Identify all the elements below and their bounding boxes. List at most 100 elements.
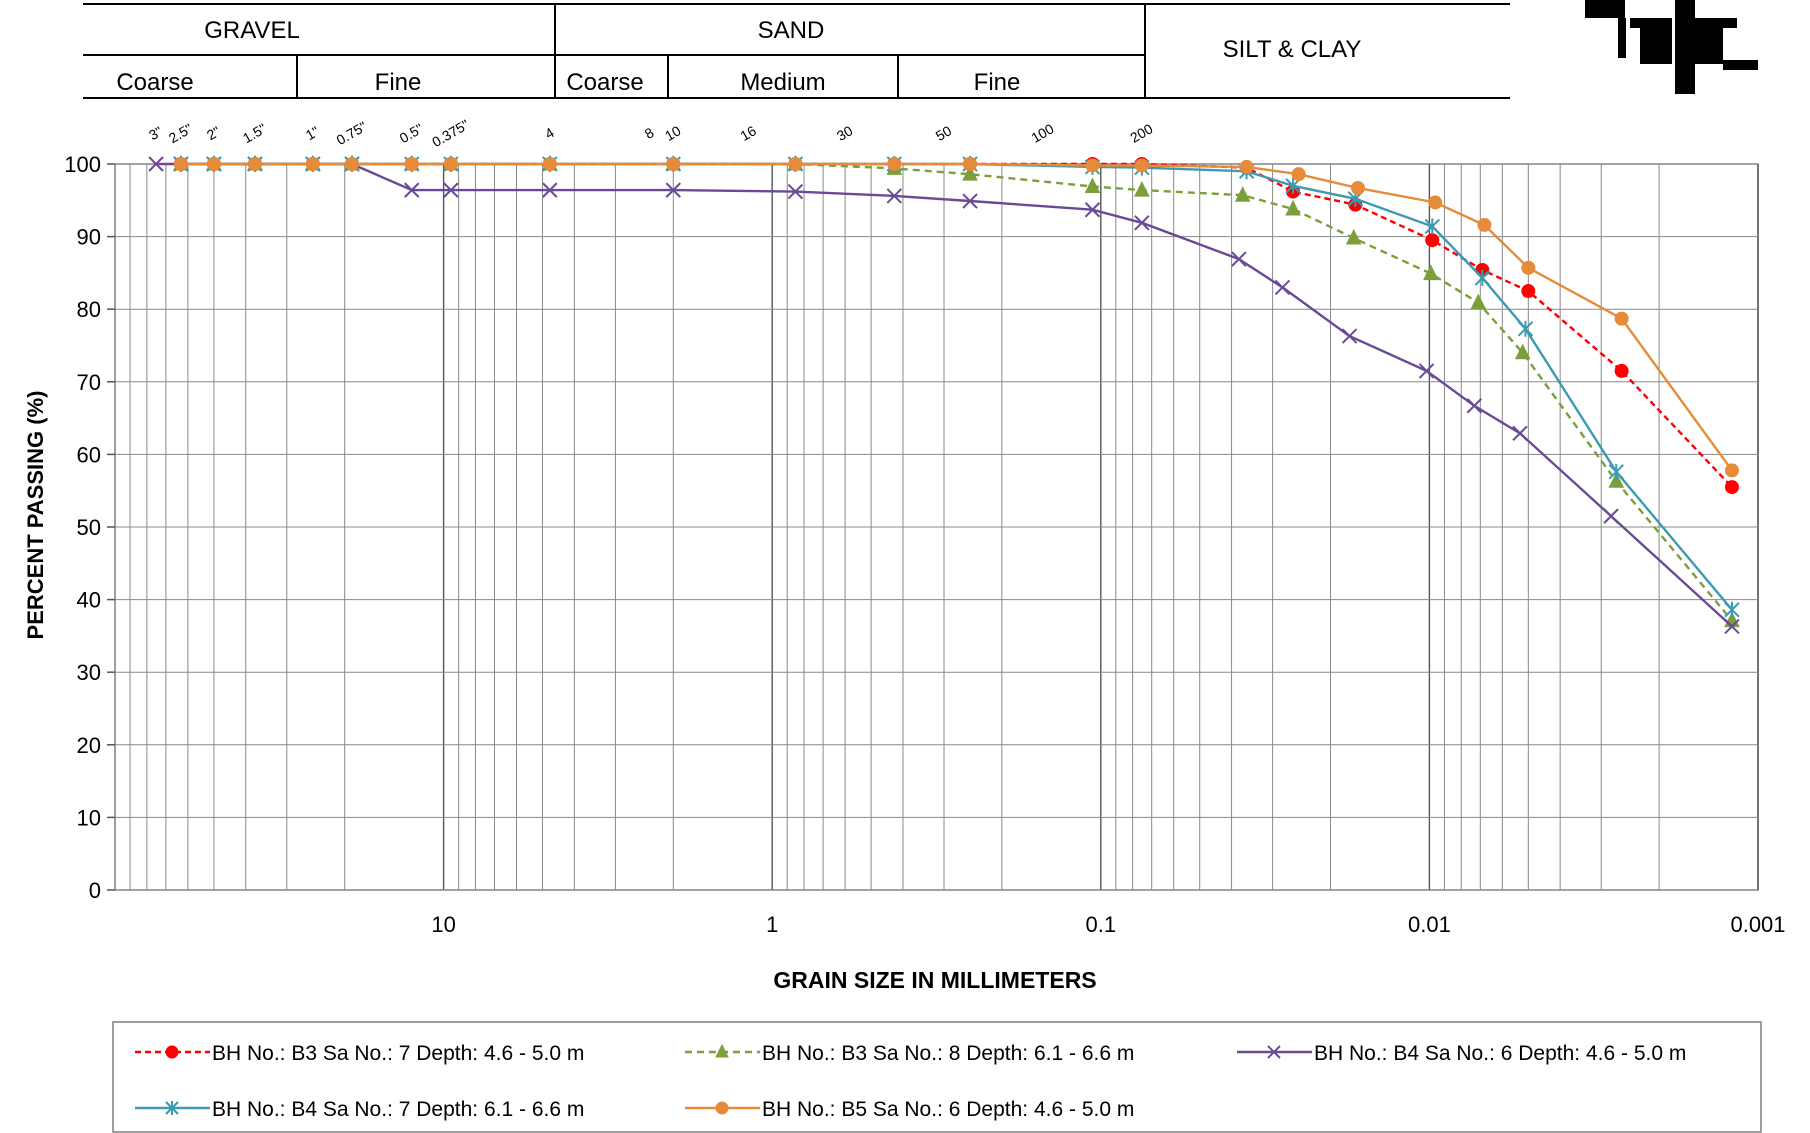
sieve-label: 16	[737, 122, 759, 144]
sieve-label: 0.75"	[334, 118, 370, 148]
series-group	[173, 154, 1740, 628]
data-point	[1603, 508, 1619, 524]
sieve-label: 200	[1127, 120, 1155, 146]
data-point	[1239, 159, 1254, 174]
legend-box	[112, 1021, 1762, 1133]
data-point	[1428, 195, 1443, 210]
y-tick-label: 30	[77, 660, 101, 685]
data-point	[1724, 463, 1739, 478]
y-tick-label: 0	[89, 878, 101, 903]
data-point	[887, 157, 902, 171]
silt-clay-header: SILT & CLAY	[1223, 36, 1362, 63]
series-group	[173, 157, 1739, 495]
series-group	[173, 157, 1739, 478]
sieve-label: 3"	[146, 123, 165, 143]
sieve-label: 50	[933, 122, 955, 144]
data-point	[788, 157, 803, 171]
data-point	[1085, 158, 1100, 173]
sieve-label: 1.5"	[240, 120, 269, 146]
sieve-labels: 3" 2.5" 2" 1.5" 1" 0.75" 0.5" 0.375" 4 8 10 16 30 50 1…	[146, 116, 1156, 150]
data-point	[148, 156, 164, 172]
sieve-label: 2.5"	[166, 120, 195, 146]
data-point	[1084, 177, 1101, 194]
data-point	[1521, 260, 1536, 275]
data-point	[1350, 180, 1365, 195]
y-tick-label: 60	[77, 442, 101, 467]
data-point	[1084, 202, 1101, 218]
data-point	[305, 157, 320, 171]
data-point	[1285, 199, 1301, 216]
sieve-label: 4	[542, 124, 557, 142]
sieve-label: 1"	[303, 123, 322, 143]
data-point	[1724, 618, 1740, 635]
legend-entry: BH No.: B3 Sa No.: 8 Depth: 6.1 - 6.6 m	[762, 1042, 1134, 1065]
sieve-label: 8	[642, 124, 657, 142]
x-tick-label: 0.001	[1730, 912, 1785, 937]
data-point	[715, 1101, 729, 1115]
x-tick-label: 0.1	[1086, 912, 1117, 937]
medium-sand-label: Medium	[740, 69, 825, 96]
y-tick-label: 90	[77, 225, 101, 250]
data-point	[165, 1101, 179, 1115]
sieve-label: 0.375"	[429, 116, 472, 150]
data-point	[404, 182, 420, 198]
data-point	[1724, 480, 1739, 495]
legend: BH No.: B3 Sa No.: 7 Depth: 4.6 - 5.0 m B…	[112, 1021, 1762, 1133]
legend-entry: BH No.: B5 Sa No.: 6 Depth: 4.6 - 5.0 m	[762, 1098, 1134, 1121]
data-point	[1234, 186, 1251, 202]
data-point	[542, 157, 557, 171]
data-point	[1517, 320, 1534, 337]
data-point	[1274, 279, 1291, 296]
y-tick-label: 40	[77, 588, 101, 613]
soil-classification-table: GRAVEL SAND SILT & CLAY Coarse Fine Coarse Med…	[83, 3, 1510, 99]
x-tick-label: 10	[431, 912, 455, 937]
data-point	[1474, 269, 1491, 286]
data-point	[1477, 217, 1492, 232]
x-tick-label: 1	[766, 912, 778, 937]
data-point	[963, 157, 978, 171]
data-point	[165, 1045, 179, 1059]
axis-tick-labels: 0 10 20 30 40 50 60 70 80 90 100 10 1 0.1 0.01 0.001	[64, 152, 1785, 937]
series-line	[180, 162, 1733, 622]
sieve-label: 2"	[204, 123, 223, 143]
sand-header: SAND	[758, 17, 825, 44]
data-point	[1724, 601, 1740, 618]
sieve-label: 0.5"	[397, 120, 426, 146]
sieve-label: 10	[662, 122, 684, 144]
y-tick-label: 50	[77, 515, 101, 540]
data-point	[665, 182, 681, 198]
data-point	[1424, 218, 1440, 235]
y-tick-label: 100	[64, 152, 101, 177]
data-point	[1341, 328, 1358, 344]
data-point	[1345, 228, 1362, 245]
y-tick-label: 70	[77, 370, 101, 395]
series-line	[180, 162, 1733, 472]
x-axis-label: GRAIN SIZE IN MILLIMETERS	[773, 967, 1096, 993]
data-point	[443, 157, 458, 171]
data-point	[1514, 343, 1531, 360]
data-point	[1614, 311, 1629, 326]
series-line	[180, 162, 1733, 611]
gravel-header: GRAVEL	[204, 17, 300, 44]
data-point	[666, 157, 681, 171]
data-point	[962, 165, 978, 181]
data-point	[1418, 363, 1435, 379]
fine-gravel-label: Fine	[375, 69, 422, 96]
coarse-sand-label: Coarse	[566, 69, 643, 96]
data-point	[404, 157, 419, 171]
legend-entry: BH No.: B4 Sa No.: 6 Depth: 4.6 - 5.0 m	[1314, 1042, 1686, 1065]
series-group	[173, 156, 1740, 618]
data-point	[962, 193, 978, 209]
data-point	[1231, 251, 1247, 267]
data-point	[1470, 293, 1487, 310]
x-tick-label: 0.01	[1408, 912, 1451, 937]
data-point	[542, 182, 558, 198]
data-point	[1423, 264, 1439, 281]
chart-grid	[107, 163, 1759, 891]
legend-entry: BH No.: B4 Sa No.: 7 Depth: 6.1 - 6.6 m	[212, 1098, 584, 1121]
legend-entry: BH No.: B3 Sa No.: 7 Depth: 4.6 - 5.0 m	[212, 1042, 584, 1065]
data-point	[886, 188, 903, 204]
sieve-label: 30	[834, 122, 856, 144]
series-layer	[148, 154, 1740, 635]
